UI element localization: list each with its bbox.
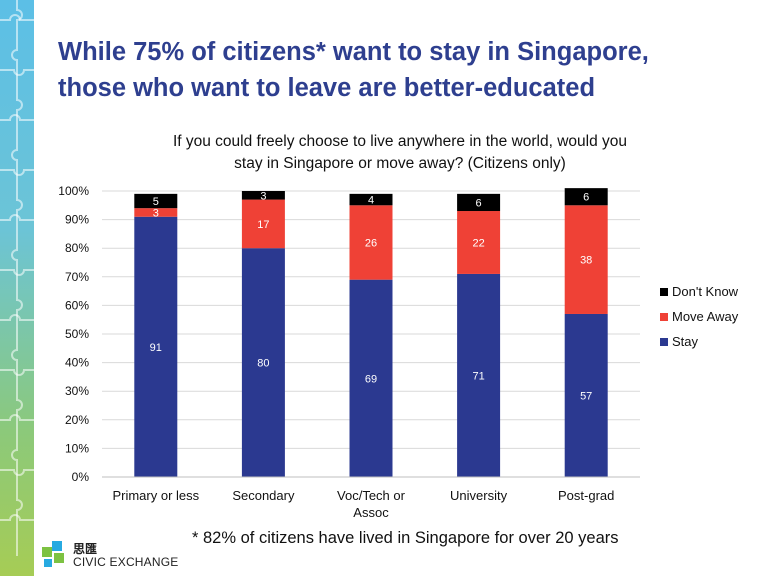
data-label: 57 bbox=[580, 390, 592, 402]
x-category-label: Voc/Tech or bbox=[337, 488, 406, 503]
y-tick-label: 10% bbox=[65, 441, 89, 455]
y-tick-label: 30% bbox=[65, 384, 89, 398]
data-label: 80 bbox=[257, 358, 269, 370]
x-category-label: Primary or less bbox=[112, 488, 199, 503]
y-tick-label: 60% bbox=[65, 298, 89, 312]
data-label: 26 bbox=[365, 237, 377, 249]
data-label: 69 bbox=[365, 373, 377, 385]
legend-label: Move Away bbox=[672, 309, 739, 324]
y-tick-label: 70% bbox=[65, 270, 89, 284]
data-label: 6 bbox=[583, 192, 589, 204]
y-tick-label: 50% bbox=[65, 327, 89, 341]
legend-swatch bbox=[660, 313, 668, 321]
x-category-label: Secondary bbox=[232, 488, 295, 503]
civic-exchange-logo-icon bbox=[40, 537, 70, 573]
data-label: 5 bbox=[153, 196, 159, 208]
legend-swatch bbox=[660, 338, 668, 346]
legend-swatch bbox=[660, 288, 668, 296]
y-tick-label: 80% bbox=[65, 241, 89, 255]
footnote: * 82% of citizens have lived in Singapor… bbox=[192, 529, 619, 548]
data-label: 22 bbox=[472, 237, 484, 249]
y-tick-label: 100% bbox=[58, 184, 89, 198]
data-label: 3 bbox=[260, 190, 266, 202]
data-label: 4 bbox=[368, 195, 374, 207]
data-label: 71 bbox=[472, 370, 484, 382]
logo-english-text: CIVIC EXCHANGE bbox=[73, 555, 179, 569]
data-label: 17 bbox=[257, 219, 269, 231]
data-label: 6 bbox=[476, 197, 482, 209]
y-tick-label: 20% bbox=[65, 413, 89, 427]
data-label: 38 bbox=[580, 255, 592, 267]
y-tick-label: 40% bbox=[65, 356, 89, 370]
data-label: 3 bbox=[153, 207, 159, 219]
data-label: 91 bbox=[150, 342, 162, 354]
y-tick-label: 0% bbox=[72, 470, 90, 484]
x-category-label: Post-grad bbox=[558, 488, 614, 503]
x-category-label: University bbox=[450, 488, 508, 503]
x-category-label: Assoc bbox=[353, 505, 389, 520]
y-tick-label: 90% bbox=[65, 213, 89, 227]
legend-label: Stay bbox=[672, 334, 699, 349]
legend-label: Don't Know bbox=[672, 284, 739, 299]
